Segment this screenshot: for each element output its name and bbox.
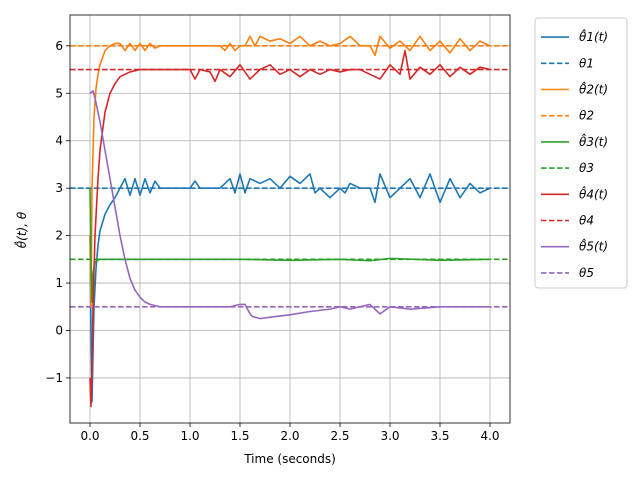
legend: θ̂1(t) θ1 θ̂2(t) θ2 θ̂3(t) θ3 θ̂4(t) θ4 θ̂5(t) θ5: [534, 17, 628, 289]
y-axis-ticks: −1 0 1 2 3 4 5 6: [45, 39, 70, 385]
y-axis-label: θ̂(t), θ: [13, 211, 29, 248]
x-tick-label: 3.5: [430, 429, 449, 443]
legend-label: θ2: [579, 109, 594, 123]
x-axis-label: Time (seconds): [243, 452, 336, 466]
x-tick-label: 0.0: [80, 429, 99, 443]
y-tick-label: 1: [55, 276, 63, 290]
legend-label: θ̂5(t): [579, 238, 608, 254]
legend-label: θ4: [579, 214, 594, 228]
x-tick-label: 3.0: [380, 429, 399, 443]
x-tick-label: 2.0: [280, 429, 299, 443]
legend-label: θ̂1(t): [579, 28, 608, 44]
y-tick-label: 4: [55, 134, 63, 148]
legend-label: θ̂4(t): [579, 185, 608, 201]
plot-series: [70, 35, 510, 408]
y-tick-label: −1: [45, 371, 63, 385]
legend-label: θ̂2(t): [579, 80, 608, 96]
x-tick-label: 2.5: [330, 429, 349, 443]
x-tick-label: 1.0: [180, 429, 199, 443]
y-tick-label: 5: [55, 86, 63, 100]
series-line-1: [89, 173, 491, 403]
legend-label: θ3: [579, 161, 594, 175]
legend-label: θ1: [579, 56, 594, 70]
y-tick-label: 0: [55, 323, 63, 337]
series-line-9: [89, 90, 490, 320]
x-tick-label: 0.5: [130, 429, 149, 443]
x-axis-ticks: 0.0 0.5 1.0 1.5 2.0 2.5 3.0 3.5 4.0: [80, 423, 500, 443]
x-tick-label: 4.0: [480, 429, 499, 443]
y-tick-label: 6: [55, 39, 63, 53]
grid: [70, 15, 510, 423]
series-line-7: [89, 49, 491, 408]
legend-label: θ5: [579, 266, 594, 280]
y-tick-label: 2: [55, 229, 63, 243]
legend-label: θ̂3(t): [579, 133, 608, 149]
x-tick-label: 1.5: [230, 429, 249, 443]
y-tick-label: 3: [55, 181, 63, 195]
